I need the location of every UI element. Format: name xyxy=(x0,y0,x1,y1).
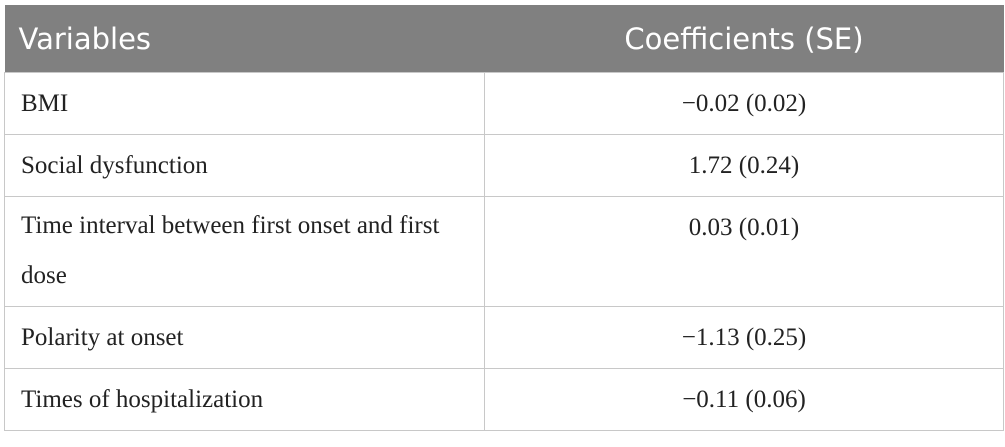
variable-cell: Time interval between first onset and fi… xyxy=(4,196,485,307)
header-cell: Variables xyxy=(4,5,485,73)
variable-cell: BMI xyxy=(4,72,485,135)
table-row: BMI −0.02 (0.02) xyxy=(4,72,1004,135)
coefficient-cell: 1.72 (0.24) xyxy=(484,134,1004,197)
table-body: BMI −0.02 (0.02) Social dysfunction 1.72 (0… xyxy=(4,72,1004,431)
header-cell: Coefficients (SE) xyxy=(484,5,1004,73)
table: Variables Coefficients (SE) BMI −0.02 (0.… xyxy=(4,5,1004,431)
variable-cell: Social dysfunction xyxy=(4,134,485,197)
table-row: Time interval between first onset and fi… xyxy=(4,196,1004,307)
table-row: Times of hospitalization −0.11 (0.06) xyxy=(4,368,1004,431)
coefficient-cell: −0.02 (0.02) xyxy=(484,72,1004,135)
table-header: Variables Coefficients (SE) xyxy=(4,5,1004,73)
table-row: Polarity at onset −1.13 (0.25) xyxy=(4,306,1004,369)
table-container: Variables Coefficients (SE) BMI −0.02 (0.… xyxy=(4,5,1004,431)
table-row: Social dysfunction 1.72 (0.24) xyxy=(4,134,1004,197)
coefficient-cell: 0.03 (0.01) xyxy=(484,196,1004,307)
coefficient-cell: −1.13 (0.25) xyxy=(484,306,1004,369)
variable-cell: Times of hospitalization xyxy=(4,368,485,431)
header-row: Variables Coefficients (SE) xyxy=(4,5,1004,73)
variable-cell: Polarity at onset xyxy=(4,306,485,369)
coefficient-cell: −0.11 (0.06) xyxy=(484,368,1004,431)
